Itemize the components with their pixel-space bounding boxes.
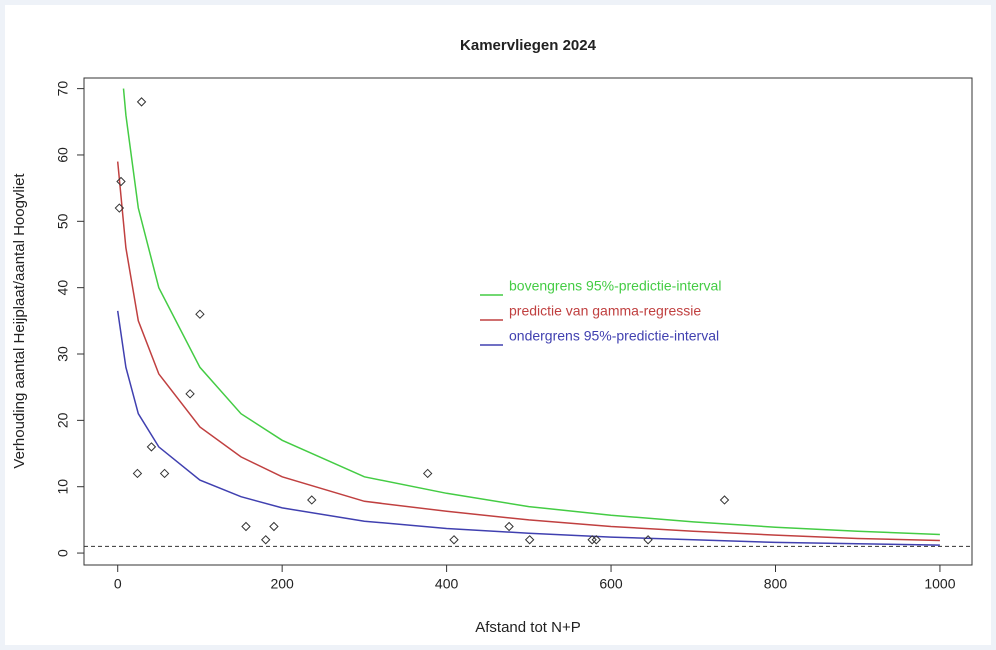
chart-background — [5, 5, 991, 645]
curve — [116, 161, 940, 542]
legend-label: ondergrens 95%-predictie-interval — [509, 328, 719, 344]
chart-title: Kamervliegen 2024 — [460, 37, 597, 54]
y-tick-label: 10 — [55, 479, 71, 495]
data-point — [146, 442, 157, 452]
data-point — [591, 535, 601, 545]
x-axis-label: Afstand tot N+P — [475, 619, 580, 636]
legend-label: bovengrens 95%-predictie-interval — [509, 278, 721, 294]
y-tick-label: 60 — [55, 147, 71, 163]
legend-label: predictie van gamma-regressie — [509, 303, 701, 319]
curve — [122, 88, 940, 536]
data-point — [185, 389, 195, 399]
data-point — [422, 468, 433, 479]
y-tick-label: 30 — [55, 346, 71, 362]
y-tick-label: 40 — [55, 280, 71, 296]
data-point — [504, 521, 514, 532]
data-point — [261, 535, 271, 545]
data-point — [643, 535, 653, 545]
x-tick-label: 1000 — [924, 576, 955, 592]
data-point — [132, 468, 143, 479]
data-point — [159, 468, 170, 479]
data-point — [195, 309, 205, 319]
y-axis-label: Verhouding aantal Heijplaat/aantal Hoogv… — [11, 173, 28, 469]
plot-frame — [83, 77, 973, 566]
data-point — [719, 495, 730, 505]
y-tick-label: 20 — [55, 412, 71, 428]
plot-area — [84, 88, 972, 547]
x-tick-label: 800 — [764, 576, 788, 592]
data-point — [449, 535, 459, 545]
x-tick-label: 400 — [435, 576, 459, 592]
data-point — [116, 176, 126, 187]
curve — [116, 310, 940, 546]
x-tick-label: 200 — [270, 576, 294, 592]
data-point — [524, 535, 535, 545]
x-tick-label: 0 — [114, 576, 122, 592]
data-point — [307, 495, 317, 505]
data-point — [114, 203, 125, 213]
y-tick-label: 50 — [55, 213, 71, 229]
data-point — [587, 535, 597, 545]
x-tick-label: 600 — [599, 576, 623, 592]
y-tick-label: 70 — [55, 81, 71, 97]
data-point — [269, 521, 279, 532]
y-tick-label: 0 — [55, 549, 71, 557]
data-point — [241, 521, 251, 532]
data-point — [136, 97, 147, 107]
